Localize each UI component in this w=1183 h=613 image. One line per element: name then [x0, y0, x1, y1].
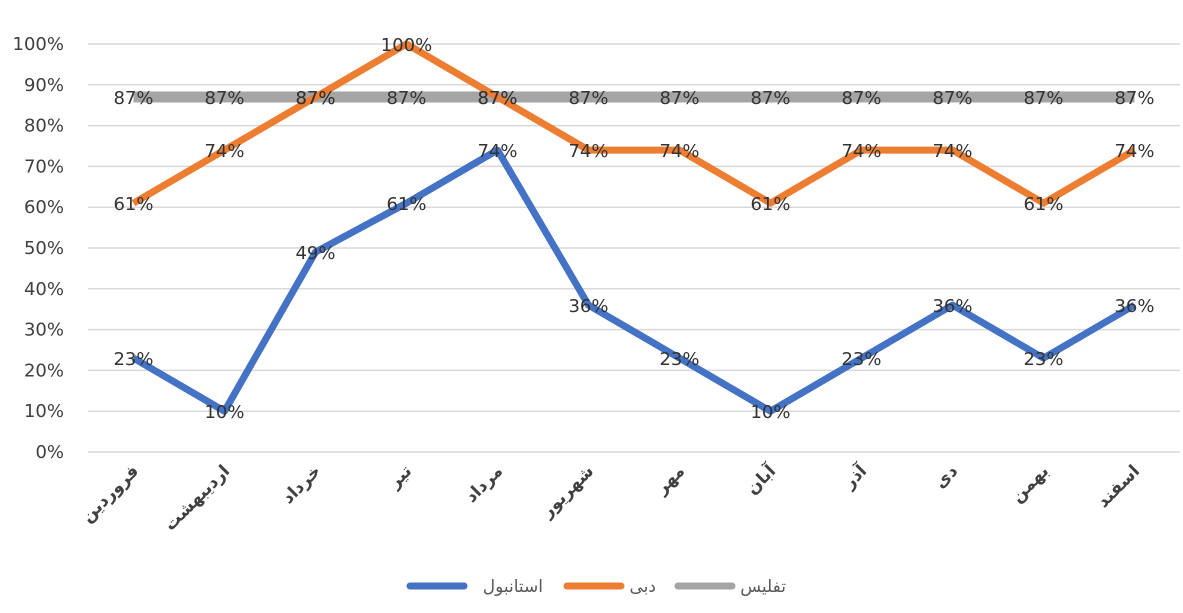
series-lines: [131, 40, 1137, 415]
data-label: 87%: [841, 88, 881, 109]
x-axis-ticks: فروردین اردیبهشت خرداد تیر مرداد شهریور مهر آبا…: [78, 459, 1144, 535]
data-label: 74%: [841, 141, 881, 162]
x-tick-label: بهمن: [1008, 461, 1053, 506]
data-label: 74%: [1114, 141, 1154, 162]
y-tick-label: 10%: [24, 401, 64, 422]
series-line-2: [131, 40, 1137, 207]
data-label: 23%: [1023, 349, 1063, 370]
data-label: 23%: [659, 349, 699, 370]
x-tick-label: فروردین: [78, 461, 143, 526]
data-label: 74%: [477, 141, 517, 162]
data-label: 100%: [381, 35, 432, 56]
data-label: 87%: [932, 88, 972, 109]
legend-label: دبی: [630, 577, 656, 597]
y-tick-label: 90%: [24, 75, 64, 96]
x-tick-label: مرداد: [462, 461, 508, 507]
data-label: 74%: [568, 141, 608, 162]
legend-label: تفلیس: [740, 577, 786, 597]
x-tick-label: آذر: [838, 459, 872, 493]
data-label: 87%: [477, 88, 517, 109]
data-label: 36%: [932, 296, 972, 317]
data-label: 74%: [932, 141, 972, 162]
data-label: 87%: [295, 88, 335, 109]
data-label: 61%: [386, 194, 426, 215]
data-label: 74%: [659, 141, 699, 162]
data-label: 87%: [477, 88, 517, 109]
data-label: 74%: [204, 141, 244, 162]
x-tick-label: اسفند: [1093, 461, 1144, 512]
legend-label: استانبول: [483, 577, 543, 597]
x-tick-label: مهر: [651, 461, 689, 499]
data-label: 36%: [568, 296, 608, 317]
data-label: 87%: [204, 88, 244, 109]
x-tick-label: دی: [931, 461, 963, 493]
data-label: 87%: [750, 88, 790, 109]
data-label: 23%: [113, 349, 153, 370]
y-tick-label: 40%: [24, 279, 64, 300]
data-label: 87%: [295, 88, 335, 109]
y-tick-label: 60%: [24, 197, 64, 218]
x-tick-label: شهریور: [537, 461, 598, 522]
data-label: 36%: [1114, 296, 1154, 317]
data-label: 87%: [568, 88, 608, 109]
data-label: 87%: [1114, 88, 1154, 109]
data-label: 23%: [841, 349, 881, 370]
data-labels: 87% 87% 87% 87% 87% 87% 87% 87% 87% 87% 87% 87% 61% 7…: [113, 35, 1154, 423]
data-label: 87%: [659, 88, 699, 109]
data-label: 10%: [750, 402, 790, 423]
y-tick-label: 100%: [13, 34, 64, 55]
y-tick-label: 80%: [24, 116, 64, 137]
x-tick-label: تیر: [384, 461, 416, 493]
data-label: 87%: [386, 88, 426, 109]
y-tick-label: 70%: [24, 156, 64, 177]
data-label: 61%: [113, 194, 153, 215]
series-line-1: [131, 146, 1137, 415]
gridlines: [88, 43, 1180, 453]
data-label: 49%: [295, 243, 335, 264]
data-label: 61%: [1023, 194, 1063, 215]
x-tick-label: آبان: [741, 459, 781, 499]
y-tick-label: 0%: [35, 442, 64, 463]
data-label: 10%: [204, 402, 244, 423]
y-tick-label: 20%: [24, 360, 64, 381]
data-label: 87%: [113, 88, 153, 109]
y-axis-ticks: 0% 10% 20% 30% 40% 50% 60% 70% 80% 90% 100%: [13, 34, 64, 463]
legend: استانبول دبی تفلیس: [406, 577, 786, 597]
y-tick-label: 50%: [24, 238, 64, 259]
data-label: 87%: [1023, 88, 1063, 109]
y-tick-label: 30%: [24, 320, 64, 341]
data-label: 61%: [750, 194, 790, 215]
x-tick-label: اردیبهشت: [160, 461, 234, 535]
x-tick-label: خرداد: [278, 461, 325, 508]
